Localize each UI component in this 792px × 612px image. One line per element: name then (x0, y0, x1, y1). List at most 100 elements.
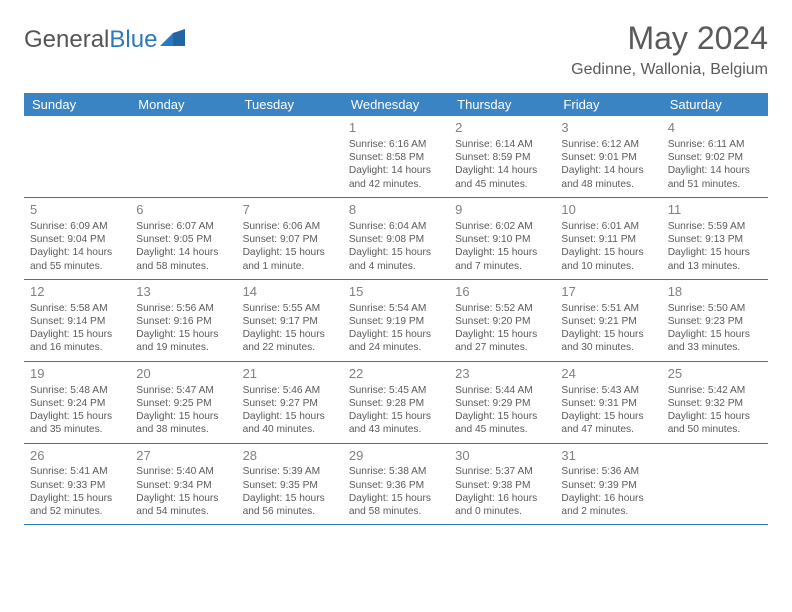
sunset-line: Sunset: 9:29 PM (455, 397, 549, 410)
day-number: 3 (561, 120, 655, 137)
sunset-line: Sunset: 9:11 PM (561, 233, 655, 246)
sunrise-line: Sunrise: 5:59 AM (668, 220, 762, 233)
sunrise-line: Sunrise: 5:48 AM (30, 384, 124, 397)
logo: GeneralBlue (24, 20, 186, 54)
sunset-line: Sunset: 9:34 PM (136, 479, 230, 492)
day-cell: 21Sunrise: 5:46 AMSunset: 9:27 PMDayligh… (237, 362, 343, 443)
day-number: 17 (561, 284, 655, 301)
sunset-line: Sunset: 9:28 PM (349, 397, 443, 410)
day-cell: 15Sunrise: 5:54 AMSunset: 9:19 PMDayligh… (343, 280, 449, 361)
day-cell: 3Sunrise: 6:12 AMSunset: 9:01 PMDaylight… (555, 116, 661, 197)
day-number: 25 (668, 366, 762, 383)
day-number: 30 (455, 448, 549, 465)
calendar-body: 1Sunrise: 6:16 AMSunset: 8:58 PMDaylight… (24, 116, 768, 525)
day-cell (237, 116, 343, 197)
sunset-line: Sunset: 9:04 PM (30, 233, 124, 246)
sunset-line: Sunset: 9:31 PM (561, 397, 655, 410)
week-row: 12Sunrise: 5:58 AMSunset: 9:14 PMDayligh… (24, 280, 768, 362)
daylight-line: Daylight: 16 hours and 2 minutes. (561, 492, 655, 519)
daylight-line: Daylight: 14 hours and 55 minutes. (30, 246, 124, 273)
day-cell: 2Sunrise: 6:14 AMSunset: 8:59 PMDaylight… (449, 116, 555, 197)
day-cell: 28Sunrise: 5:39 AMSunset: 9:35 PMDayligh… (237, 444, 343, 525)
day-number: 12 (30, 284, 124, 301)
day-number: 2 (455, 120, 549, 137)
daylight-line: Daylight: 15 hours and 47 minutes. (561, 410, 655, 437)
day-cell (662, 444, 768, 525)
day-number: 26 (30, 448, 124, 465)
daylight-line: Daylight: 15 hours and 54 minutes. (136, 492, 230, 519)
day-cell: 7Sunrise: 6:06 AMSunset: 9:07 PMDaylight… (237, 198, 343, 279)
day-cell: 14Sunrise: 5:55 AMSunset: 9:17 PMDayligh… (237, 280, 343, 361)
sunrise-line: Sunrise: 5:47 AM (136, 384, 230, 397)
sunset-line: Sunset: 8:58 PM (349, 151, 443, 164)
day-cell: 12Sunrise: 5:58 AMSunset: 9:14 PMDayligh… (24, 280, 130, 361)
sunset-line: Sunset: 9:33 PM (30, 479, 124, 492)
weekday-header-row: SundayMondayTuesdayWednesdayThursdayFrid… (24, 93, 768, 116)
day-cell: 8Sunrise: 6:04 AMSunset: 9:08 PMDaylight… (343, 198, 449, 279)
day-cell: 16Sunrise: 5:52 AMSunset: 9:20 PMDayligh… (449, 280, 555, 361)
daylight-line: Daylight: 14 hours and 45 minutes. (455, 164, 549, 191)
day-number: 16 (455, 284, 549, 301)
sunset-line: Sunset: 9:10 PM (455, 233, 549, 246)
daylight-line: Daylight: 15 hours and 40 minutes. (243, 410, 337, 437)
sunset-line: Sunset: 9:23 PM (668, 315, 762, 328)
day-number: 31 (561, 448, 655, 465)
week-row: 1Sunrise: 6:16 AMSunset: 8:58 PMDaylight… (24, 116, 768, 198)
sunrise-line: Sunrise: 6:06 AM (243, 220, 337, 233)
sunset-line: Sunset: 9:39 PM (561, 479, 655, 492)
day-number: 27 (136, 448, 230, 465)
day-number: 13 (136, 284, 230, 301)
day-cell: 22Sunrise: 5:45 AMSunset: 9:28 PMDayligh… (343, 362, 449, 443)
sunrise-line: Sunrise: 5:43 AM (561, 384, 655, 397)
sunrise-line: Sunrise: 6:14 AM (455, 138, 549, 151)
sunrise-line: Sunrise: 5:46 AM (243, 384, 337, 397)
daylight-line: Daylight: 15 hours and 35 minutes. (30, 410, 124, 437)
daylight-line: Daylight: 15 hours and 58 minutes. (349, 492, 443, 519)
sunset-line: Sunset: 9:20 PM (455, 315, 549, 328)
daylight-line: Daylight: 15 hours and 1 minute. (243, 246, 337, 273)
header: GeneralBlue May 2024 Gedinne, Wallonia, … (24, 20, 768, 79)
sunrise-line: Sunrise: 5:52 AM (455, 302, 549, 315)
calendar: SundayMondayTuesdayWednesdayThursdayFrid… (24, 93, 768, 525)
location-text: Gedinne, Wallonia, Belgium (571, 61, 768, 79)
day-cell (130, 116, 236, 197)
sunset-line: Sunset: 9:36 PM (349, 479, 443, 492)
sunset-line: Sunset: 9:32 PM (668, 397, 762, 410)
day-number: 14 (243, 284, 337, 301)
sunset-line: Sunset: 9:13 PM (668, 233, 762, 246)
daylight-line: Daylight: 16 hours and 0 minutes. (455, 492, 549, 519)
week-row: 19Sunrise: 5:48 AMSunset: 9:24 PMDayligh… (24, 362, 768, 444)
sunrise-line: Sunrise: 6:12 AM (561, 138, 655, 151)
day-cell: 23Sunrise: 5:44 AMSunset: 9:29 PMDayligh… (449, 362, 555, 443)
logo-text-2: Blue (109, 26, 157, 54)
day-cell: 20Sunrise: 5:47 AMSunset: 9:25 PMDayligh… (130, 362, 236, 443)
daylight-line: Daylight: 15 hours and 50 minutes. (668, 410, 762, 437)
title-block: May 2024 Gedinne, Wallonia, Belgium (571, 20, 768, 79)
day-number: 23 (455, 366, 549, 383)
day-number: 4 (668, 120, 762, 137)
weekday-header: Monday (130, 93, 236, 116)
sunrise-line: Sunrise: 6:07 AM (136, 220, 230, 233)
sunrise-line: Sunrise: 6:16 AM (349, 138, 443, 151)
daylight-line: Daylight: 15 hours and 7 minutes. (455, 246, 549, 273)
day-cell: 9Sunrise: 6:02 AMSunset: 9:10 PMDaylight… (449, 198, 555, 279)
weekday-header: Friday (555, 93, 661, 116)
day-number: 28 (243, 448, 337, 465)
day-cell: 11Sunrise: 5:59 AMSunset: 9:13 PMDayligh… (662, 198, 768, 279)
day-cell: 1Sunrise: 6:16 AMSunset: 8:58 PMDaylight… (343, 116, 449, 197)
logo-text-1: General (24, 26, 109, 54)
sunset-line: Sunset: 9:25 PM (136, 397, 230, 410)
sunrise-line: Sunrise: 5:55 AM (243, 302, 337, 315)
sunrise-line: Sunrise: 6:11 AM (668, 138, 762, 151)
sunset-line: Sunset: 9:07 PM (243, 233, 337, 246)
sunset-line: Sunset: 9:24 PM (30, 397, 124, 410)
day-cell: 5Sunrise: 6:09 AMSunset: 9:04 PMDaylight… (24, 198, 130, 279)
sunrise-line: Sunrise: 5:50 AM (668, 302, 762, 315)
sunrise-line: Sunrise: 5:51 AM (561, 302, 655, 315)
page-title: May 2024 (571, 20, 768, 57)
daylight-line: Daylight: 15 hours and 56 minutes. (243, 492, 337, 519)
day-number: 21 (243, 366, 337, 383)
day-number: 19 (30, 366, 124, 383)
sunrise-line: Sunrise: 5:42 AM (668, 384, 762, 397)
day-cell (24, 116, 130, 197)
